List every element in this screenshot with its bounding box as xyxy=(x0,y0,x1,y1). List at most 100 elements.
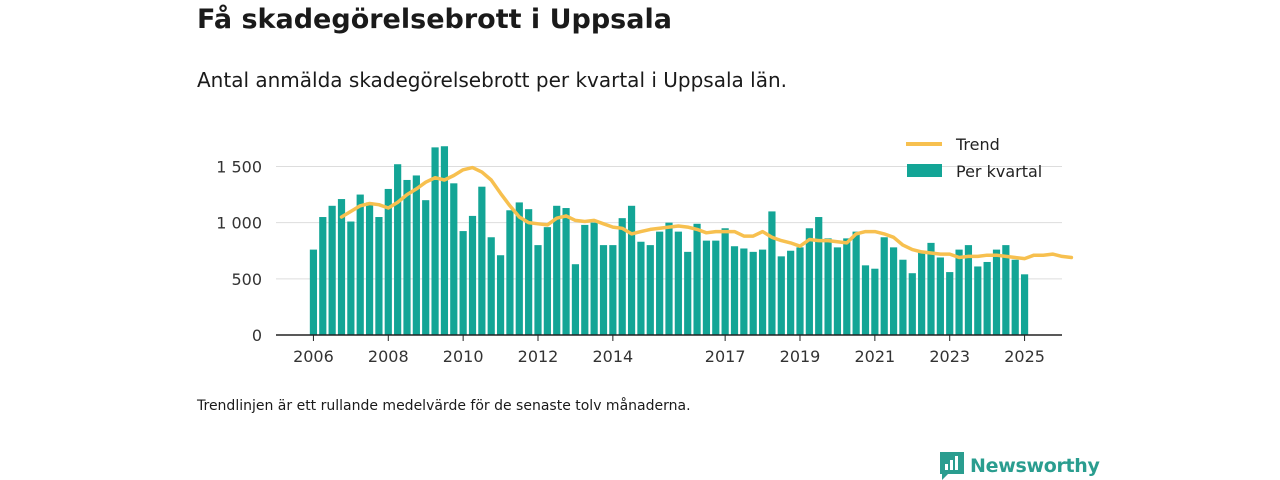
y-tick-label: 0 xyxy=(252,326,262,345)
bar xyxy=(431,147,439,335)
bar xyxy=(796,247,804,335)
bar xyxy=(609,245,617,335)
x-tick-label: 2025 xyxy=(1004,347,1045,366)
bar xyxy=(946,272,954,335)
bar xyxy=(702,240,711,335)
y-tick-label: 500 xyxy=(231,270,262,289)
bar xyxy=(525,209,533,335)
x-tick-label: 2023 xyxy=(929,347,970,366)
x-tick-label: 2012 xyxy=(518,347,559,366)
bar xyxy=(805,228,813,335)
x-tick-label: 2019 xyxy=(780,347,821,366)
bar xyxy=(581,224,589,335)
bar xyxy=(936,257,944,335)
newsworthy-logo-icon xyxy=(940,452,964,480)
bar xyxy=(768,211,776,335)
bar xyxy=(562,208,570,335)
bar xyxy=(627,205,636,335)
brand-logo[interactable]: Newsworthy xyxy=(940,452,1100,480)
bar xyxy=(899,259,907,335)
bar xyxy=(740,248,748,335)
bar xyxy=(1020,274,1029,335)
legend-bar-label: Per kvartal xyxy=(956,162,1042,181)
bar xyxy=(309,249,318,335)
legend-bar-swatch xyxy=(907,164,942,177)
x-tick-label: 2006 xyxy=(293,347,334,366)
chart-subtitle: Antal anmälda skadegörelsebrott per kvar… xyxy=(197,68,787,92)
x-tick-label: 2021 xyxy=(854,347,895,366)
bar xyxy=(927,242,935,335)
bar xyxy=(553,205,561,335)
bar xyxy=(684,251,692,335)
bar xyxy=(506,210,514,335)
bar xyxy=(440,146,449,335)
bar xyxy=(356,194,364,335)
bar xyxy=(777,256,785,335)
bar xyxy=(974,266,982,335)
bar xyxy=(496,255,505,335)
bar xyxy=(543,227,551,335)
bar xyxy=(787,250,795,335)
bar xyxy=(758,249,767,335)
bar xyxy=(365,202,374,335)
bar xyxy=(656,231,664,335)
bar xyxy=(964,245,973,335)
bar xyxy=(861,265,870,335)
bar xyxy=(918,251,926,335)
bar xyxy=(384,188,392,335)
bar xyxy=(880,237,888,335)
bar xyxy=(468,215,477,335)
bar xyxy=(674,231,682,335)
bar xyxy=(712,240,720,335)
bar xyxy=(730,246,739,335)
brand-name: Newsworthy xyxy=(970,455,1100,477)
y-tick-label: 1 500 xyxy=(216,157,262,176)
bar xyxy=(394,164,402,335)
bar xyxy=(487,237,495,335)
x-tick-label: 2017 xyxy=(705,347,746,366)
bar xyxy=(908,273,916,335)
bar xyxy=(1002,245,1010,335)
bar xyxy=(833,247,842,335)
bar xyxy=(412,175,420,335)
x-tick-label: 2014 xyxy=(592,347,633,366)
x-tick-label: 2008 xyxy=(368,347,409,366)
bar xyxy=(328,205,336,335)
x-tick-label: 2010 xyxy=(443,347,484,366)
bar xyxy=(637,241,645,335)
bar xyxy=(478,186,486,335)
bar xyxy=(337,199,346,335)
bar xyxy=(422,200,430,335)
bar xyxy=(459,231,467,335)
bar xyxy=(347,221,355,335)
footnote: Trendlinjen är ett rullande medelvärde f… xyxy=(197,398,691,414)
bar xyxy=(515,202,523,335)
y-tick-label: 1 000 xyxy=(216,214,262,233)
trend-line xyxy=(339,165,1074,261)
bar xyxy=(852,231,860,335)
bar xyxy=(590,222,598,335)
bar xyxy=(749,251,757,335)
bar xyxy=(1011,259,1019,335)
bar xyxy=(375,217,383,335)
bar xyxy=(824,238,832,335)
bar xyxy=(815,217,823,335)
bar xyxy=(534,245,542,335)
legend-trend-label: Trend xyxy=(955,135,1000,154)
bar-chart: 0 500 1 000 1 500 2006 2008 2010 2012 2014 2017 20… xyxy=(216,135,1074,366)
bar xyxy=(450,183,458,335)
bar xyxy=(618,218,626,335)
bar xyxy=(721,228,729,335)
bar xyxy=(983,261,991,335)
bar xyxy=(992,249,1001,335)
bar xyxy=(871,268,879,335)
bar xyxy=(646,245,654,335)
bar xyxy=(843,238,851,335)
bar xyxy=(955,249,963,335)
bar xyxy=(599,245,608,335)
bar xyxy=(665,222,673,335)
bar xyxy=(319,217,327,335)
bar xyxy=(571,264,580,335)
bar xyxy=(693,223,701,335)
bar xyxy=(403,179,411,335)
